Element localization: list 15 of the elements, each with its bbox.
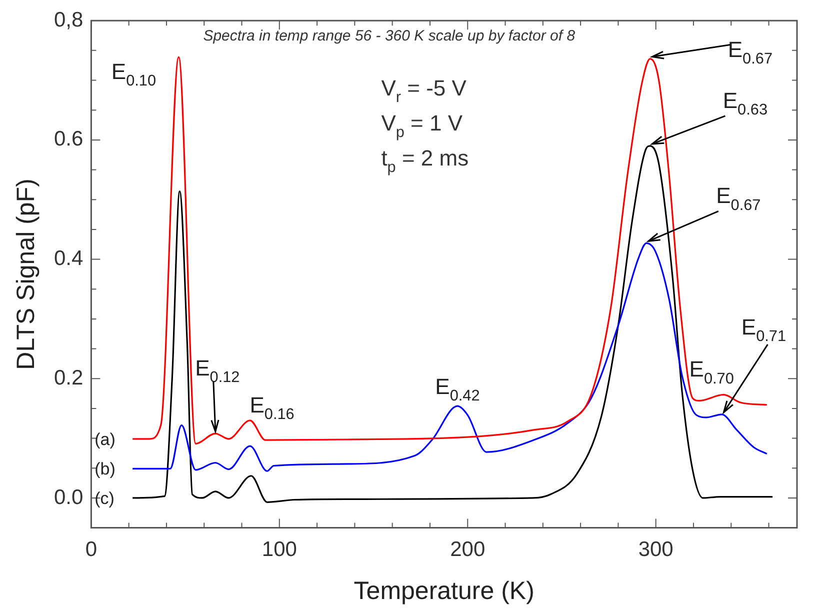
x-axis-title: Temperature (K) xyxy=(354,576,534,605)
x-tick-label: 0 xyxy=(85,538,98,562)
y-tick-label: 0,8 xyxy=(54,8,84,32)
y-tick-label: 0.6 xyxy=(54,128,84,151)
y-tick-label: 0.4 xyxy=(54,247,84,270)
y-tick-label: 0.0 xyxy=(54,486,84,509)
series-label: (c) xyxy=(94,488,114,508)
y-axis-title: DLTS Signal (pF) xyxy=(12,178,40,370)
series-label: (b) xyxy=(94,460,116,479)
x-tick-label: 100 xyxy=(262,538,297,562)
series-label: (a) xyxy=(94,430,116,449)
annotation: Spectra in temp range 56 - 360 K scale up by factor of 8 xyxy=(203,28,576,45)
x-tick-label: 200 xyxy=(450,538,486,562)
x-tick-label: 300 xyxy=(638,538,674,562)
y-tick-label: 0.2 xyxy=(54,366,84,390)
